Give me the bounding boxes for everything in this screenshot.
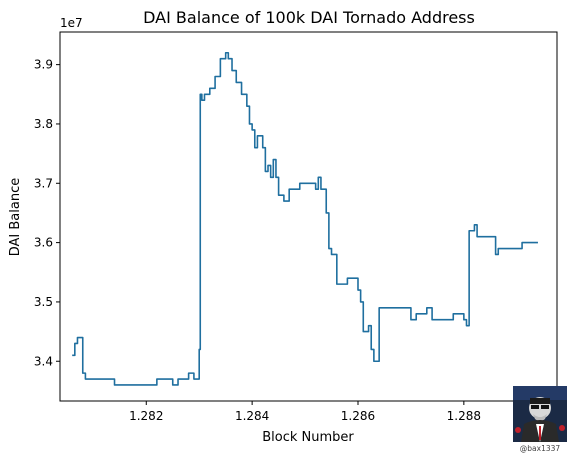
y-tick-label: 3.7 xyxy=(34,176,53,190)
y-offset-label: 1e7 xyxy=(60,16,83,30)
series-line xyxy=(72,51,538,386)
x-tick-label: 1.282 xyxy=(129,409,163,423)
chart-title: DAI Balance of 100k DAI Tornado Address xyxy=(143,8,475,27)
axes-frame xyxy=(59,31,558,402)
y-tick-label: 3.8 xyxy=(34,117,53,131)
hacker-avatar-icon xyxy=(513,386,567,442)
y-tick-label: 3.6 xyxy=(34,236,53,250)
y-tick-label: 3.4 xyxy=(34,354,53,368)
watermark: @bax1337 xyxy=(513,386,567,453)
x-axis-ticks: 1.282 1.284 1.286 1.288 xyxy=(129,401,481,423)
x-tick-label: 1.286 xyxy=(341,409,375,423)
x-axis-label: Block Number xyxy=(262,430,354,445)
plot-area: 1.282 1.284 1.286 1.288 3.4 3.5 3.6 3.7 3.8 3.9 xyxy=(34,31,558,423)
x-tick-label: 1.284 xyxy=(235,409,269,423)
y-tick-label: 3.5 xyxy=(34,295,53,309)
y-axis-ticks: 3.4 3.5 3.6 3.7 3.8 3.9 xyxy=(34,58,60,368)
y-tick-label: 3.9 xyxy=(34,58,53,72)
x-tick-label: 1.288 xyxy=(447,409,481,423)
y-axis-label: DAI Balance xyxy=(8,178,23,257)
watermark-handle: @bax1337 xyxy=(520,444,561,453)
